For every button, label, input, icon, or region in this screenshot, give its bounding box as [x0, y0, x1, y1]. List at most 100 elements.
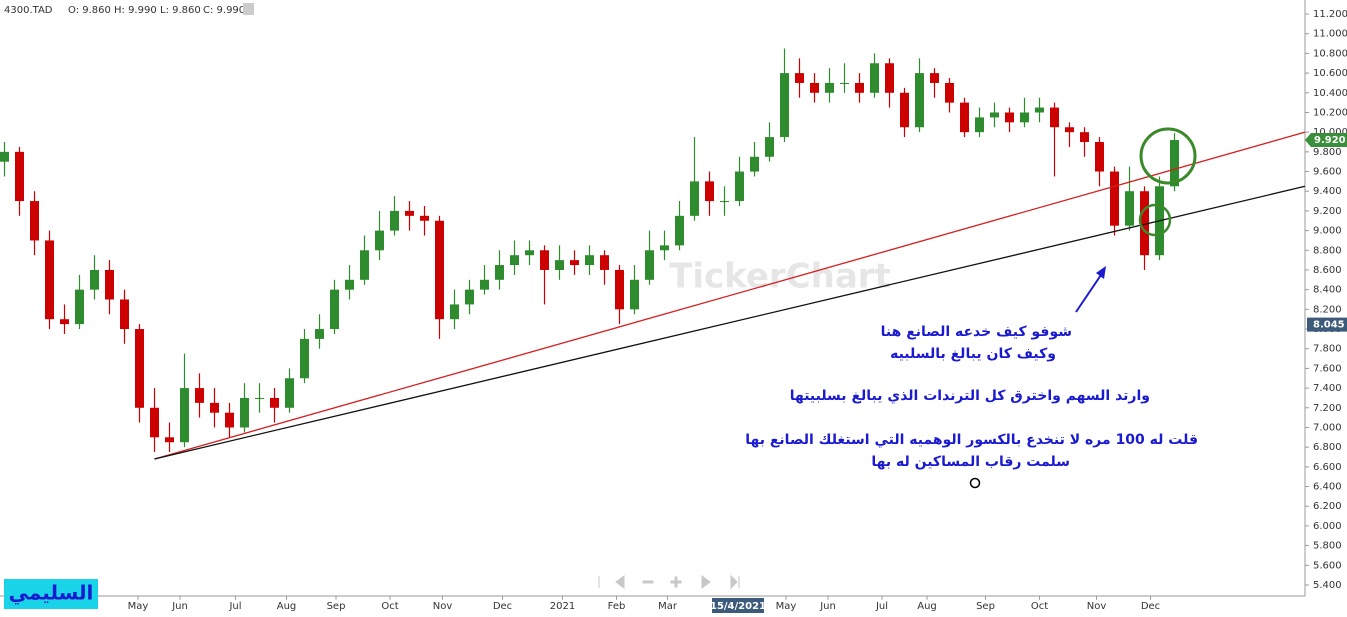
candle-body — [15, 151, 24, 202]
candle-body — [1170, 140, 1179, 187]
candle-body — [1125, 191, 1134, 226]
x-tick-label: Aug — [917, 601, 937, 612]
y-tick-label: 8.800 — [1313, 245, 1342, 256]
candle-body — [960, 102, 969, 133]
symbol: 4300.TAD — [4, 5, 53, 16]
y-tick-label: 6.200 — [1313, 501, 1342, 512]
nav-zoom-in[interactable] — [670, 576, 682, 588]
candle-body — [705, 181, 714, 202]
candle-body — [330, 289, 339, 330]
candle-body — [675, 215, 684, 246]
candle-body — [720, 201, 729, 203]
y-tick-label: 8.600 — [1313, 265, 1342, 276]
annotation: وكيف كان يبالغ بالسلبيه — [890, 346, 1056, 362]
candle-body — [630, 279, 639, 310]
y-tick-label: 7.800 — [1313, 344, 1342, 355]
candle-body — [480, 279, 489, 290]
x-tick-label: Dec — [1141, 601, 1160, 612]
x-tick-label: May — [776, 601, 797, 612]
candle-body — [1035, 107, 1044, 113]
nav-right[interactable] — [701, 575, 711, 589]
y-tick-label: 5.400 — [1313, 580, 1342, 591]
candle-body — [540, 250, 549, 270]
marker-circle — [969, 477, 981, 489]
candle-body — [180, 388, 189, 443]
x-tick-label: 2021 — [550, 601, 575, 612]
x-tick-label: Mar — [658, 601, 678, 612]
candle-body — [780, 73, 789, 138]
annotation: قلت له 100 مره لا تنخدع بالكسور الوهميه … — [745, 432, 1198, 448]
candle-body — [45, 240, 54, 320]
candle-body — [225, 412, 234, 428]
open: O: 9.860 — [68, 5, 111, 16]
nav-controls — [598, 574, 740, 590]
candle-body — [930, 73, 939, 83]
candle-body — [420, 215, 429, 221]
low: L: 9.860 — [160, 5, 201, 16]
candle-body — [315, 329, 324, 339]
y-tick-label: 5.600 — [1313, 560, 1342, 571]
candle-body — [1095, 142, 1104, 172]
y-tick-label: 10.800 — [1313, 48, 1347, 59]
candle-body — [1140, 191, 1149, 256]
candle-body — [270, 397, 279, 408]
candle-body — [135, 329, 144, 408]
candle-body — [390, 210, 399, 231]
candle-body — [585, 255, 594, 266]
y-tick-label: 9.200 — [1313, 206, 1342, 217]
candle-body — [900, 92, 909, 128]
x-tick-label: Jun — [171, 601, 188, 612]
candle-body — [0, 151, 9, 162]
y-tick-label: 9.000 — [1313, 226, 1342, 237]
x-tick-label: May — [128, 601, 149, 612]
candle-body — [735, 171, 744, 202]
y-tick-label: 11.200 — [1313, 9, 1347, 20]
candle-body — [855, 82, 864, 93]
candle-body — [600, 255, 609, 270]
candle-body — [450, 304, 459, 320]
last-price-label: 9.920 — [1314, 135, 1346, 146]
arrow-head — [1096, 266, 1106, 279]
nav-left[interactable] — [615, 575, 625, 589]
candle-body — [105, 269, 114, 300]
candle-body — [1110, 171, 1119, 226]
y-tick-label: 6.400 — [1313, 482, 1342, 493]
highlight-circle — [1138, 203, 1172, 237]
candle-body — [1020, 112, 1029, 123]
candle-body — [375, 230, 384, 251]
last-price-badge — [1305, 133, 1347, 148]
arrow — [1075, 271, 1104, 313]
candle-body — [765, 137, 774, 157]
y-tick-label: 8.400 — [1313, 285, 1342, 296]
candle-body — [1080, 132, 1089, 143]
candle-body — [870, 63, 879, 93]
x-tick-label: Sep — [976, 601, 995, 612]
candle-body — [885, 63, 894, 93]
candle-body — [435, 220, 444, 320]
x-tick-label: Nov — [1087, 601, 1107, 612]
candle-body — [465, 289, 474, 305]
candle-body — [300, 338, 309, 379]
annotation: شوفو كيف خدعه الصانع هنا — [881, 324, 1072, 340]
candle-body — [285, 378, 294, 408]
y-tick-label: 6.600 — [1313, 462, 1342, 473]
nav-zoom-out[interactable] — [642, 580, 654, 584]
candle-body — [120, 299, 129, 330]
y-tick-label: 10.600 — [1313, 68, 1347, 79]
x-tick-label: Aug — [277, 601, 297, 612]
x-tick-label: Sep — [327, 601, 346, 612]
candle-body — [795, 73, 804, 83]
crosshair-y-label: 8.045 — [1313, 320, 1345, 331]
candle-body — [555, 260, 564, 270]
nav-end[interactable] — [730, 574, 738, 590]
y-tick-label: 9.800 — [1313, 147, 1342, 158]
x-tick-label: Jul — [228, 601, 241, 612]
candle-body — [75, 289, 84, 325]
candle-body — [915, 73, 924, 128]
candle-body — [60, 319, 69, 325]
menu-button[interactable] — [243, 3, 254, 15]
candle-body — [1065, 127, 1074, 133]
x-tick-label: Oct — [381, 601, 398, 612]
candle-body — [345, 279, 354, 290]
candle-body — [510, 255, 519, 266]
